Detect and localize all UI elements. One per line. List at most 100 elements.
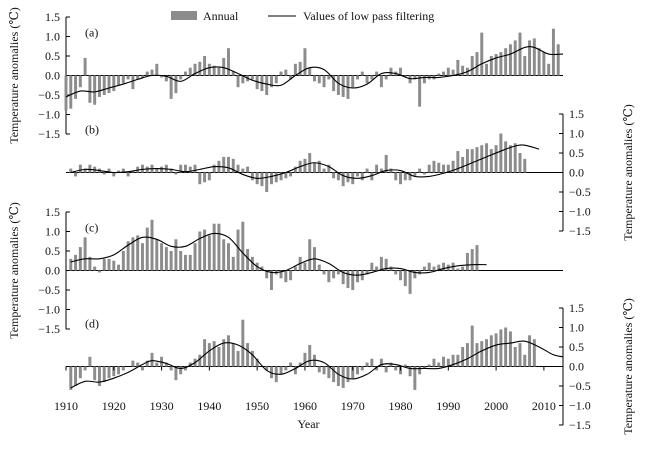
panel-0-bar: [537, 48, 541, 76]
panel-0-bar: [442, 71, 446, 76]
panel-3-bar: [203, 339, 207, 367]
panel-1-bar: [126, 172, 130, 177]
panel-1-bar: [88, 164, 92, 173]
panel-1-bar: [513, 143, 517, 173]
panel-1-bar: [193, 164, 197, 173]
panel-2-bar: [308, 239, 312, 271]
panel-0-bar: [403, 75, 407, 78]
panel-3-bar: [413, 366, 417, 390]
panel-0-bar: [150, 69, 154, 76]
panel-3-bar: [365, 362, 369, 367]
panel-0-bar: [236, 75, 240, 88]
panel-2-bar: [394, 270, 398, 275]
panel-3-bar: [289, 362, 293, 367]
panel-3-bar: [332, 366, 336, 383]
panel-0-bar: [102, 75, 106, 95]
panel-3-y-axis-title: Temperature anomalies (℃): [621, 298, 635, 435]
panel-2-y-tick-label: −1.5: [38, 322, 60, 336]
panel-2-bar: [456, 268, 460, 271]
panel-0-bar: [203, 56, 207, 76]
panel-1-bar: [332, 172, 336, 179]
panel-3-bar: [456, 354, 460, 367]
panel-3-bar: [528, 335, 532, 367]
panel-0-bar: [241, 75, 245, 84]
panel-3-bar: [384, 366, 388, 373]
panel-1-bar: [317, 160, 321, 173]
panel-3-bar: [227, 335, 230, 367]
panel-1-bar: [227, 156, 230, 173]
panel-3-bar: [356, 366, 359, 375]
panel-2-bar: [379, 256, 383, 271]
panel-1-bar: [360, 172, 364, 181]
panel-3-bar: [308, 345, 312, 367]
panel-2-bar: [212, 223, 216, 271]
panel-3-bar: [293, 366, 297, 375]
panel-3-y-tick-label: −1.5: [569, 418, 591, 432]
panel-1-bar: [260, 172, 264, 187]
panel-0-bar: [475, 52, 479, 76]
legend-filter-label: Values of low pass filtering: [303, 9, 434, 23]
panel-1-y-tick-label: −0.5: [569, 185, 591, 199]
panel-0-bar: [126, 75, 130, 80]
panel-3-bar: [523, 354, 527, 367]
panel-3-bar: [465, 343, 469, 367]
panel-0-bar: [160, 75, 164, 78]
x-tick-label: 1930: [150, 399, 174, 413]
panel-3-bar: [164, 362, 168, 367]
panel-2-bar: [236, 229, 240, 271]
panel-0-bar: [327, 75, 331, 80]
panel-0-bar: [332, 75, 336, 92]
panel-2-bar: [360, 270, 364, 281]
panel-1-bar: [475, 147, 479, 173]
panel-2-bar: [341, 270, 345, 285]
legend-annual-label: Annual: [203, 9, 239, 23]
panel-0-bar: [418, 75, 422, 107]
panel-2-bar: [121, 251, 125, 271]
panel-1-y-tick-label: 1.0: [569, 127, 584, 141]
panel-2-bar: [227, 243, 230, 271]
panel-0-bar: [270, 75, 273, 88]
panel-2-bar: [461, 266, 465, 271]
x-tick-label: 1960: [293, 399, 317, 413]
panel-0-bar: [375, 71, 379, 76]
panel-3-bar: [284, 366, 288, 371]
panel-1-bar: [523, 158, 527, 173]
panel-2-bar: [231, 256, 235, 271]
panel-3-bar: [145, 360, 149, 367]
panel-1-bar: [188, 166, 192, 173]
x-tick-label: 2000: [484, 399, 508, 413]
panel-3-bar: [117, 366, 121, 375]
panel-1-bar: [207, 172, 211, 181]
panel-2-bar: [327, 270, 331, 283]
panel-1-bar: [418, 168, 422, 173]
panel-1-bar: [145, 166, 149, 173]
panel-3-bar: [422, 366, 426, 369]
panel-0-bar: [74, 75, 78, 99]
x-tick-label: 2010: [532, 399, 556, 413]
panel-1-bar: [183, 164, 187, 173]
panel-1-bar: [203, 172, 207, 183]
panel-3-y-tick-label: −1.0: [569, 399, 591, 413]
panel-0-bar: [461, 65, 465, 76]
panel-1-bar: [169, 168, 173, 173]
panel-3-bar: [179, 366, 183, 375]
panel-1-bar: [456, 151, 460, 173]
panel-1-bar: [413, 172, 417, 177]
panel-3-bar: [255, 358, 259, 367]
panel-1-bar: [442, 164, 446, 173]
panel-1-bar: [313, 162, 316, 173]
panel-0-bar: [547, 63, 551, 76]
panel-0-bar: [485, 63, 489, 76]
x-tick-label: 1920: [102, 399, 126, 413]
panel-1-bar: [117, 170, 121, 173]
panel-2-bar: [470, 249, 474, 271]
panel-3-bar: [489, 335, 493, 367]
panel-3-bar: [375, 366, 379, 371]
panel-2-bar: [346, 270, 350, 289]
panel-2-y-tick-label: −0.5: [38, 283, 60, 297]
panel-0-bar: [250, 75, 254, 80]
panel-0-bar: [107, 75, 111, 94]
panel-0-bar: [289, 75, 293, 80]
panel-3-y-tick-label: −0.5: [569, 379, 591, 393]
panel-0-y-tick-label: 0.5: [45, 49, 60, 63]
